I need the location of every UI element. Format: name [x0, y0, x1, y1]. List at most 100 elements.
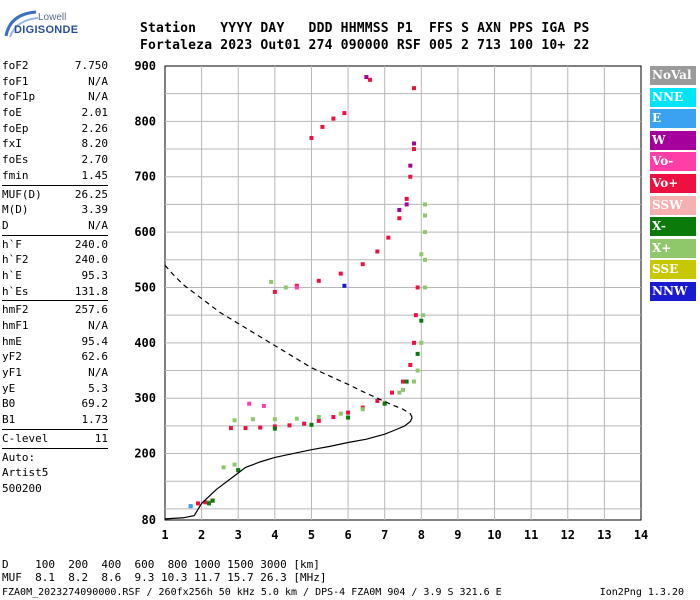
echo-point — [411, 340, 416, 345]
param-row-he: h`E 95.3 — [2, 268, 108, 284]
param-name: C-level — [2, 431, 49, 445]
param-name: B1 — [2, 413, 16, 427]
param-name: foE — [2, 106, 22, 120]
echo-point — [411, 147, 416, 152]
echo-point — [210, 498, 215, 503]
echo-point — [419, 318, 424, 323]
param-row-yf1: yF1 N/A — [2, 365, 108, 381]
param-value: 62.6 — [81, 350, 109, 364]
echo-point — [390, 390, 395, 395]
param-row-fxi: fxI 8.20 — [2, 136, 108, 152]
param-value: 2.70 — [81, 153, 109, 167]
param-name: foF2 — [2, 59, 29, 72]
echo-point — [316, 278, 321, 283]
echo-point — [320, 124, 325, 129]
distance-row: D 100 200 400 600 800 1000 1500 3000 [km… — [2, 558, 320, 571]
echo-point — [294, 416, 299, 421]
echo-point — [422, 230, 427, 235]
param-value: N/A — [88, 90, 108, 104]
param-row-fof1p: foF1p N/A — [2, 89, 108, 105]
echo-point — [272, 289, 277, 294]
echo-point — [287, 423, 292, 428]
echo-point — [411, 379, 416, 384]
param-row-fof2: foF2 7.750 — [2, 58, 108, 74]
param-value: 1.45 — [81, 168, 109, 182]
muf-distance-table: D 100 200 400 600 800 1000 1500 3000 [km… — [2, 558, 327, 584]
x-tick-label: 5 — [308, 528, 315, 542]
echo-point — [397, 216, 402, 221]
param-name: yE — [2, 381, 16, 395]
param-value: N/A — [88, 218, 108, 232]
footer-file-info: FZA0M_2023274090000.RSF / 260fx256h 50 k… — [2, 587, 502, 598]
echo-point — [360, 262, 365, 267]
echo-point — [419, 252, 424, 257]
legend-sse: SSE — [650, 260, 696, 280]
echo-point — [232, 418, 237, 423]
echo-point — [346, 415, 351, 420]
param-value: 69.2 — [81, 397, 109, 411]
param-row-fof1: foF1 N/A — [2, 74, 108, 90]
echo-point — [309, 135, 314, 140]
echo-point — [331, 415, 336, 420]
echo-point — [342, 111, 347, 116]
echo-point — [269, 279, 274, 284]
header-keys: Station YYYY DAY DDD HHMMSS P1 FFS S AXN… — [140, 21, 590, 36]
param-name: hmE — [2, 334, 22, 348]
divider — [2, 428, 108, 430]
x-tick-label: 1 — [161, 528, 168, 542]
legend-nnw: NNW — [650, 281, 696, 301]
header-values: Fortaleza 2023 Out01 274 090000 RSF 005 … — [140, 38, 590, 53]
echo-point — [408, 174, 413, 179]
echo-point — [415, 368, 420, 373]
autoscale-code: 500200 — [2, 481, 42, 495]
legend-e: E — [650, 109, 696, 129]
echo-point — [250, 417, 255, 422]
param-group-muf: MUF(D) 26.25 M(D) 3.39 D N/A — [2, 187, 108, 234]
legend-vo-minus: Vo- — [650, 152, 696, 172]
echo-point — [236, 468, 241, 473]
echo-point — [386, 235, 391, 240]
echo-point — [411, 86, 416, 91]
param-name: h`F — [2, 237, 22, 251]
logo-text-bottom: DIGISONDE — [14, 24, 79, 36]
echo-point — [342, 283, 347, 288]
echo-point — [401, 379, 405, 384]
echo-point — [375, 249, 380, 254]
param-name: M(D) — [2, 203, 29, 217]
param-row-hmf1: hmF1 N/A — [2, 318, 108, 334]
echo-point — [316, 418, 321, 423]
param-row-b0: B0 69.2 — [2, 396, 108, 412]
param-name: h`Es — [2, 284, 29, 298]
echo-point — [415, 285, 420, 290]
ionogram-chart: 1 2 3 4 5 6 7 8 9 10 11 12 13 14802003004005006007008… — [134, 59, 648, 542]
density-profile-line — [164, 417, 413, 520]
param-name: fxI — [2, 137, 22, 151]
y-tick-label: 800 — [134, 114, 156, 128]
param-value: N/A — [88, 319, 108, 332]
echo-point — [228, 426, 233, 431]
param-value: 11 — [94, 431, 108, 445]
echo-point — [247, 401, 252, 406]
x-tick-label: 10 — [487, 528, 501, 542]
y-tick-label: 200 — [134, 447, 156, 461]
echo-point — [331, 116, 336, 121]
density-profile-extrapolation-line — [164, 264, 413, 418]
echo-point — [346, 410, 351, 415]
echo-point — [422, 202, 427, 207]
echo-point — [401, 387, 405, 392]
x-tick-label: 2 — [198, 528, 205, 542]
legend-x-plus: X+ — [650, 238, 696, 258]
param-value: 95.3 — [81, 268, 109, 282]
y-tick-label: 600 — [134, 225, 156, 239]
x-tick-label: 8 — [418, 528, 425, 542]
echo-point — [413, 313, 418, 318]
legend-nne: NNE — [650, 87, 696, 107]
echo-point — [309, 422, 314, 427]
param-group-profile: hmF2 257.6 hmF1 N/A hmE 95.4 yF2 62.6 yF1 N/A… — [2, 302, 108, 428]
y-tick-label: 500 — [134, 280, 156, 294]
param-row-hmf2: hmF2 257.6 — [2, 302, 108, 318]
echo-point — [422, 285, 427, 290]
legend-noval: NoVal — [650, 66, 696, 85]
legend-x-minus: X- — [650, 217, 696, 237]
param-value: 8.20 — [81, 137, 109, 151]
